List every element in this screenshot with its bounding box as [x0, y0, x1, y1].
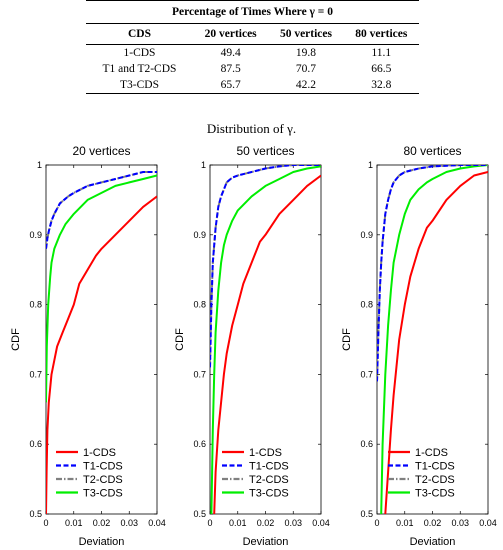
y-tick-label: 0.6: [360, 439, 373, 449]
table-header-50: 50 vertices: [268, 23, 344, 45]
chart-title: 50 vertices: [236, 144, 294, 158]
x-tick-label: 0.03: [120, 518, 138, 528]
row-value: 87.5: [220, 63, 241, 75]
row-label: 1-CDS: [86, 44, 193, 61]
series-line-1-cds: [384, 171, 488, 514]
y-tick-label: 1: [37, 160, 42, 170]
x-tick-label: 0.04: [148, 518, 166, 528]
row-value: 66.5: [371, 63, 392, 75]
x-tick-label: 0: [374, 518, 379, 528]
legend-label: T1-CDS: [83, 461, 123, 473]
y-tick-label: 0.7: [360, 369, 373, 379]
table-row: 1-CDS 49.4 19.8 11.1: [86, 44, 419, 61]
y-tick-label: 0.8: [29, 300, 42, 310]
y-axis-label: CDF: [174, 328, 186, 351]
y-axis-label: CDF: [10, 328, 22, 351]
table-title-row: Percentage of Times Where γ = 0: [86, 0, 419, 24]
table-title: Percentage of Times Where γ = 0: [86, 0, 419, 24]
x-tick-label: 0.02: [93, 518, 111, 528]
chart-title: 80 vertices: [403, 144, 461, 158]
series-line-t1-cds: [46, 171, 157, 249]
row-label: T3-CDS: [86, 77, 193, 94]
chart-title: 20 vertices: [72, 144, 130, 158]
series-line-t1-cds: [377, 165, 488, 382]
y-tick-label: 0.9: [29, 230, 42, 240]
y-tick-label: 1: [201, 160, 206, 170]
y-axis-label: CDF: [341, 328, 353, 351]
series-line-t2-cds: [210, 165, 321, 368]
series-line-1-cds: [46, 195, 157, 514]
y-tick-label: 0.5: [193, 509, 206, 519]
series-line-t3-cds: [210, 165, 321, 514]
y-tick-label: 0.7: [29, 369, 42, 379]
results-table: Percentage of Times Where γ = 0 CDS 20 v…: [86, 0, 419, 94]
legend-label: T1-CDS: [249, 461, 289, 473]
legend-label: T3-CDS: [249, 488, 289, 500]
series-line-t3-cds: [380, 165, 488, 514]
legend-label: 1-CDS: [249, 447, 282, 459]
x-tick-label: 0: [43, 518, 48, 528]
y-tick-label: 1: [368, 160, 373, 170]
legend-label: T2-CDS: [83, 474, 123, 486]
x-tick-label: 0.03: [451, 518, 469, 528]
legend-label: 1-CDS: [83, 447, 116, 459]
chart-panel-1: 20 vertices 0.5 0.6 0.7 0.8 0.9 1 0 0.01 0.02 0.03…: [10, 144, 166, 548]
x-tick-label: 0.01: [396, 518, 414, 528]
x-axis-label: Deviation: [410, 536, 456, 548]
legend-label: T1-CDS: [415, 461, 455, 473]
y-tick-label: 0.8: [360, 300, 373, 310]
table-header-cds: CDS: [86, 23, 193, 45]
row-value: 11.1: [343, 44, 419, 61]
y-tick-label: 0.7: [193, 369, 206, 379]
row-value: 42.2: [268, 77, 344, 94]
table-header-20: 20 vertices: [192, 23, 269, 45]
x-axis-label: Deviation: [243, 536, 289, 548]
chart-panel-2: 50 vertices 0.5 0.6 0.7 0.8 0.9 1 0 0.01 0.02 0.03…: [174, 144, 330, 548]
x-tick-label: 0.04: [479, 518, 497, 528]
row-value: 32.8: [343, 77, 419, 94]
table-title-text: Percentage of Times Where γ = 0: [172, 6, 333, 18]
table-header-row: CDS 20 vertices 50 vertices 80 vertices: [86, 23, 419, 45]
row-value: 19.8: [268, 44, 344, 61]
series-line-1-cds: [213, 174, 321, 514]
table-header-80: 80 vertices: [343, 23, 419, 45]
y-tick-label: 0.5: [360, 509, 373, 519]
y-tick-label: 0.9: [360, 230, 373, 240]
x-tick-label: 0: [207, 518, 212, 528]
legend-label: T3-CDS: [415, 488, 455, 500]
y-tick-label: 0.9: [193, 230, 206, 240]
y-tick-label: 0.8: [193, 300, 206, 310]
table-row: T1 and T2-CDS 87.5 70.7 66.5: [86, 61, 419, 77]
series-line-t1-cds: [210, 165, 321, 368]
y-tick-label: 0.5: [29, 509, 42, 519]
legend-label: T2-CDS: [415, 474, 455, 486]
legend-label: 1-CDS: [415, 447, 448, 459]
x-tick-label: 0.02: [424, 518, 442, 528]
x-tick-label: 0.02: [257, 518, 275, 528]
row-value: 49.4: [192, 44, 269, 61]
legend-label: T3-CDS: [83, 488, 123, 500]
chart-panel-3: 80 vertices 0.5 0.6 0.7 0.8 0.9 1 0 0.01 0.02 0.03…: [341, 144, 497, 548]
series-line-t2-cds: [377, 165, 488, 382]
x-tick-label: 0.01: [229, 518, 247, 528]
series-line-t3-cds: [46, 174, 157, 403]
x-tick-label: 0.03: [284, 518, 302, 528]
row-label: T1 and T2-CDS: [102, 63, 177, 75]
y-tick-label: 0.6: [193, 439, 206, 449]
y-tick-label: 0.6: [29, 439, 42, 449]
x-axis-label: Deviation: [79, 536, 125, 548]
results-table-container: Percentage of Times Where γ = 0 CDS 20 v…: [86, 0, 419, 94]
x-tick-label: 0.04: [312, 518, 330, 528]
row-value: 70.7: [295, 63, 317, 75]
row-value: 65.7: [192, 77, 269, 94]
figure-caption: Distribution of γ.: [206, 121, 297, 136]
x-tick-label: 0.01: [65, 518, 83, 528]
legend-label: T2-CDS: [249, 474, 289, 486]
table-row: T3-CDS 65.7 42.2 32.8: [86, 77, 419, 94]
